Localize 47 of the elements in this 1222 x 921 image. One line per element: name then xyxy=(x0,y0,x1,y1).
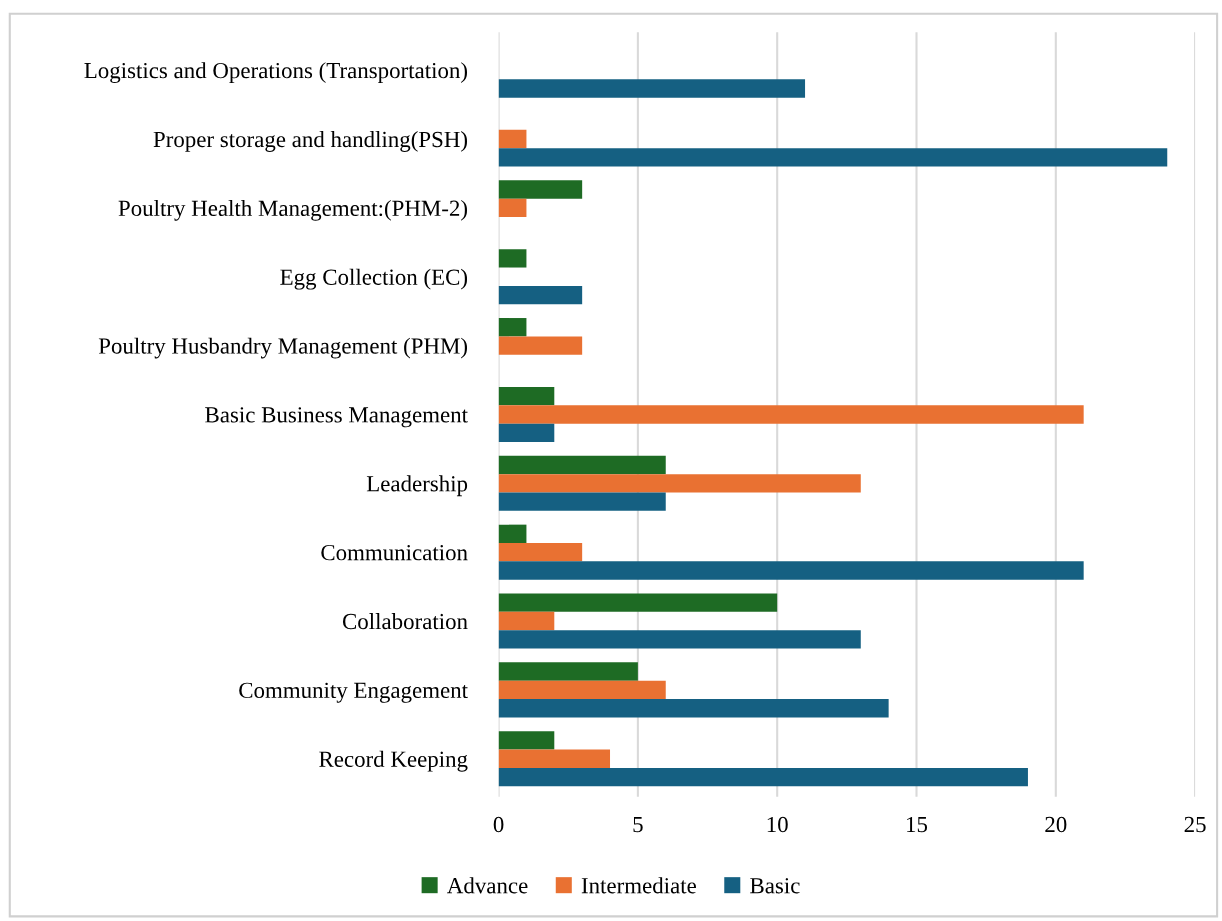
y-tick-label: Egg Collection (EC) xyxy=(280,268,468,290)
bar xyxy=(498,336,583,355)
bar xyxy=(498,543,583,562)
y-tick-label: Collaboration xyxy=(342,613,468,630)
y-tick-label: Community Engagement xyxy=(239,682,468,703)
x-tick-label: 0 xyxy=(493,816,504,833)
bar xyxy=(498,285,583,305)
x-tick-label: 15 xyxy=(907,816,928,833)
x-tick-label: 10 xyxy=(767,816,788,833)
legend-label: Advance xyxy=(447,877,528,894)
bar xyxy=(498,318,527,337)
bar xyxy=(498,492,666,511)
bar xyxy=(498,129,527,149)
bar xyxy=(498,561,1084,580)
legend-label: Intermediate xyxy=(581,877,696,894)
bar xyxy=(498,680,666,700)
legend-label: Basic xyxy=(750,878,800,894)
y-tick-label: Poultry Husbandry Management (PHM) xyxy=(98,337,468,359)
y-tick-label: Communication xyxy=(321,544,468,561)
bar xyxy=(498,423,555,442)
bar xyxy=(498,611,555,631)
bar xyxy=(498,148,1168,167)
bar xyxy=(498,767,1028,787)
bar xyxy=(498,180,583,199)
bar xyxy=(498,249,527,268)
bar xyxy=(498,386,555,406)
bar xyxy=(498,474,861,493)
y-tick-label: Logistics and Operations (Transportation) xyxy=(84,62,468,84)
y-tick-label: Basic Business Management xyxy=(205,407,468,428)
bar xyxy=(498,524,527,543)
bar xyxy=(498,699,889,718)
bar xyxy=(498,405,1084,424)
bar xyxy=(498,198,527,218)
bar xyxy=(498,662,638,681)
y-tick-label: Proper storage and handling(PSH) xyxy=(153,131,468,152)
bar xyxy=(498,731,555,750)
bar xyxy=(498,455,666,475)
bar xyxy=(498,593,778,612)
y-tick-label: Leadership xyxy=(366,475,468,497)
x-tick-label: 5 xyxy=(633,817,643,833)
x-tick-label: 20 xyxy=(1045,816,1067,833)
y-tick-label: Poultry Health Management:(PHM-2) xyxy=(118,199,468,221)
bar xyxy=(498,749,611,768)
bar xyxy=(498,630,861,649)
x-tick-label: 25 xyxy=(1184,816,1206,833)
bar xyxy=(498,79,806,98)
y-tick-label: Record Keeping xyxy=(319,750,468,772)
